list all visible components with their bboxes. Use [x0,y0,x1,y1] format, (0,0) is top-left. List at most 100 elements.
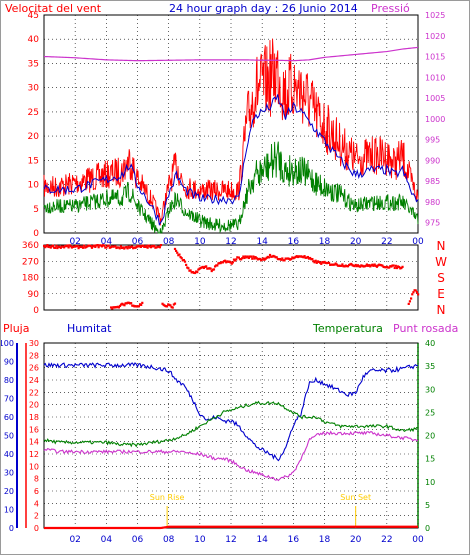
direction-point [51,244,55,247]
direction-point [206,267,209,270]
direction-point [337,264,341,267]
rain-y-tick: 18 [29,413,39,422]
direction-point [340,264,343,267]
direction-point [129,245,133,249]
humidity-x-tick: 04 [101,535,113,545]
direction-point [137,305,141,308]
direction-point [408,300,412,303]
direction-point [185,263,188,266]
direction-point [312,260,315,263]
direction-point [313,261,316,264]
direction-y-tick: 360 [22,241,39,251]
direction-point [186,266,189,269]
compass-label: W [435,255,447,269]
direction-point [127,301,131,304]
direction-point [132,304,135,307]
direction-point [73,245,76,248]
direction-point [188,269,191,272]
direction-point [266,255,269,259]
direction-point [412,291,415,294]
wind-y-tick: 35 [28,59,39,69]
direction-point [157,245,160,248]
direction-point [63,246,66,249]
direction-point [227,260,230,263]
direction-point [372,264,375,267]
direction-point [271,255,274,258]
direction-point [57,245,60,248]
direction-point [187,267,190,270]
direction-point [74,245,77,248]
direction-point [364,264,367,267]
direction-point [134,305,137,308]
direction-point [169,304,172,307]
direction-point [254,256,257,259]
humidity-y-tick: 10 [4,506,14,515]
direction-y-tick: 180 [22,274,39,284]
direction-point [71,245,75,249]
direction-point [134,246,137,249]
direction-point [384,266,387,269]
direction-point [295,255,298,258]
direction-point [199,266,202,270]
direction-point [310,258,313,261]
dewpoint-label: Punt rosada [393,322,458,335]
direction-point [111,307,114,310]
direction-point [155,246,158,249]
direction-point [290,257,293,261]
direction-point [247,256,251,260]
direction-point [373,263,376,266]
pressure-y-tick: 980 [425,198,440,207]
humidity-x-tick: 12 [225,535,236,545]
direction-point [171,306,174,309]
direction-point [355,265,358,268]
direction-point [100,245,104,248]
direction-point [84,246,87,249]
rain-y-tick: 6 [34,487,39,496]
direction-point [221,261,224,264]
direction-point [93,244,96,247]
direction-point [324,261,327,264]
humidity-x-tick: 08 [163,535,175,545]
direction-point [110,245,114,248]
direction-point [415,291,419,294]
direction-point [197,268,200,271]
direction-point [237,256,240,259]
wind-x-tick: 16 [288,237,300,247]
direction-point [115,306,118,309]
direction-point [376,264,380,267]
pressure-y-tick: 1005 [425,94,445,103]
direction-point [56,246,59,250]
graph-title: 24 hour graph day : 26 Junio 2014 [169,2,358,15]
direction-point [89,245,92,248]
direction-point [326,261,330,264]
direction-point [101,244,105,247]
direction-point [235,258,238,261]
direction-point [48,245,51,248]
direction-point [87,244,90,247]
humidity-series [43,362,419,462]
direction-point [257,257,261,261]
temperature-y-tick: 40 [425,339,435,348]
direction-point [122,303,125,306]
direction-point [282,259,285,262]
direction-point [263,258,266,261]
wind-x-tick: 10 [194,237,206,247]
direction-point [145,244,148,247]
direction-point [274,256,277,259]
direction-point [136,244,139,247]
direction-point [232,258,236,261]
direction-point [292,257,295,260]
direction-point [353,264,356,268]
direction-point [299,255,302,258]
direction-point [243,256,246,260]
direction-point [378,263,381,266]
direction-point [137,245,140,248]
compass-label: E [437,287,445,301]
direction-point [417,293,420,296]
direction-point [394,264,397,267]
direction-point [88,244,91,247]
compass-label: N [437,303,446,317]
direction-point [112,306,115,309]
direction-point [341,263,344,266]
direction-point [202,266,206,270]
